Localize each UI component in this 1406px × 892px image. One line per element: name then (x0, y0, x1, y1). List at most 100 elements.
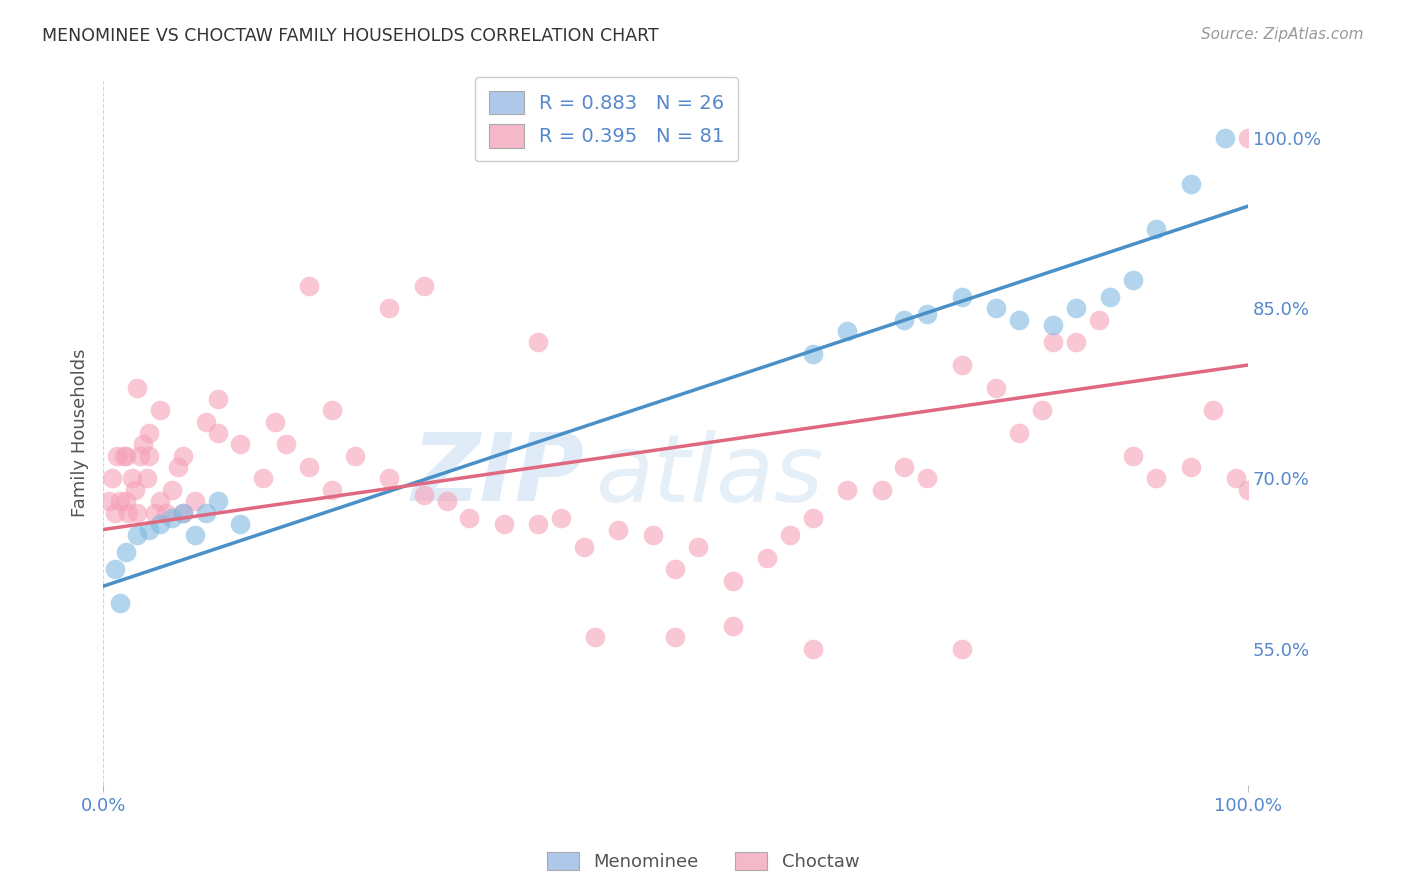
Point (229, 437, 252, 451)
Point (343, 449, 366, 463)
Point (572, 540, 595, 554)
Point (1122, 449, 1144, 463)
Point (105, 449, 128, 463)
Point (132, 437, 155, 451)
Point (1064, 301, 1087, 316)
Point (1064, 335, 1087, 350)
Point (641, 528, 664, 542)
Point (1099, 290, 1122, 304)
Y-axis label: Family Households: Family Households (72, 349, 89, 517)
Point (172, 506, 194, 520)
Point (127, 528, 149, 542)
Point (127, 506, 149, 520)
Point (183, 494, 205, 508)
Point (950, 290, 973, 304)
Point (138, 426, 160, 441)
Point (166, 460, 188, 475)
Point (207, 392, 229, 406)
Point (583, 630, 606, 644)
Point (458, 511, 481, 525)
Point (984, 381, 1007, 395)
Point (160, 483, 183, 497)
Point (801, 511, 824, 525)
Point (276, 437, 298, 451)
Point (950, 641, 973, 656)
Point (607, 523, 630, 537)
Point (149, 494, 172, 508)
Point (917, 307, 939, 321)
Point (138, 449, 160, 463)
Text: Source: ZipAtlas.com: Source: ZipAtlas.com (1201, 27, 1364, 42)
Point (721, 574, 744, 588)
Point (1237, 483, 1260, 497)
Point (321, 403, 343, 417)
Point (252, 471, 274, 485)
Point (115, 545, 138, 559)
Point (321, 483, 343, 497)
Point (688, 540, 710, 554)
Point (101, 471, 124, 485)
Point (138, 523, 160, 537)
Point (160, 511, 183, 525)
Point (110, 494, 132, 508)
Point (801, 641, 824, 656)
Point (664, 630, 686, 644)
Point (97, 494, 120, 508)
Point (207, 494, 229, 508)
Point (436, 494, 458, 508)
Point (298, 278, 321, 293)
Point (1180, 177, 1202, 191)
Point (263, 415, 285, 429)
Point (135, 471, 157, 485)
Point (128, 449, 150, 463)
Point (149, 403, 172, 417)
Point (155, 506, 177, 520)
Legend: Menominee, Choctaw: Menominee, Choctaw (540, 845, 866, 879)
Point (1031, 403, 1053, 417)
Point (112, 449, 135, 463)
Point (195, 415, 218, 429)
Point (1225, 471, 1247, 485)
Point (893, 312, 915, 326)
Point (183, 528, 205, 542)
Point (172, 449, 194, 463)
Point (207, 426, 229, 441)
Point (984, 301, 1007, 316)
Point (893, 460, 915, 475)
Point (378, 471, 401, 485)
Point (1202, 403, 1225, 417)
Point (1237, 131, 1260, 145)
Point (1122, 273, 1144, 287)
Point (1180, 460, 1202, 475)
Point (756, 550, 779, 565)
Point (378, 301, 401, 316)
Point (143, 506, 166, 520)
Point (527, 335, 550, 350)
Point (492, 516, 515, 531)
Point (110, 596, 132, 610)
Point (127, 381, 149, 395)
Point (1008, 426, 1031, 441)
Point (1042, 335, 1064, 350)
Point (172, 506, 194, 520)
Legend: R = 0.883   N = 26, R = 0.395   N = 81: R = 0.883 N = 26, R = 0.395 N = 81 (475, 77, 738, 161)
Point (721, 619, 744, 633)
Text: MENOMINEE VS CHOCTAW FAMILY HOUSEHOLDS CORRELATION CHART: MENOMINEE VS CHOCTAW FAMILY HOUSEHOLDS C… (42, 27, 659, 45)
Point (837, 483, 859, 497)
Point (779, 528, 801, 542)
Point (115, 449, 138, 463)
Text: ZIP: ZIP (411, 429, 583, 521)
Point (124, 483, 146, 497)
Point (664, 562, 686, 576)
Point (801, 347, 824, 361)
Point (837, 324, 859, 338)
Point (229, 516, 252, 531)
Point (298, 460, 321, 475)
Point (117, 506, 139, 520)
Point (1144, 222, 1167, 236)
Point (103, 506, 125, 520)
Point (121, 471, 143, 485)
Point (1042, 318, 1064, 333)
Point (1088, 312, 1111, 326)
Point (412, 488, 434, 502)
